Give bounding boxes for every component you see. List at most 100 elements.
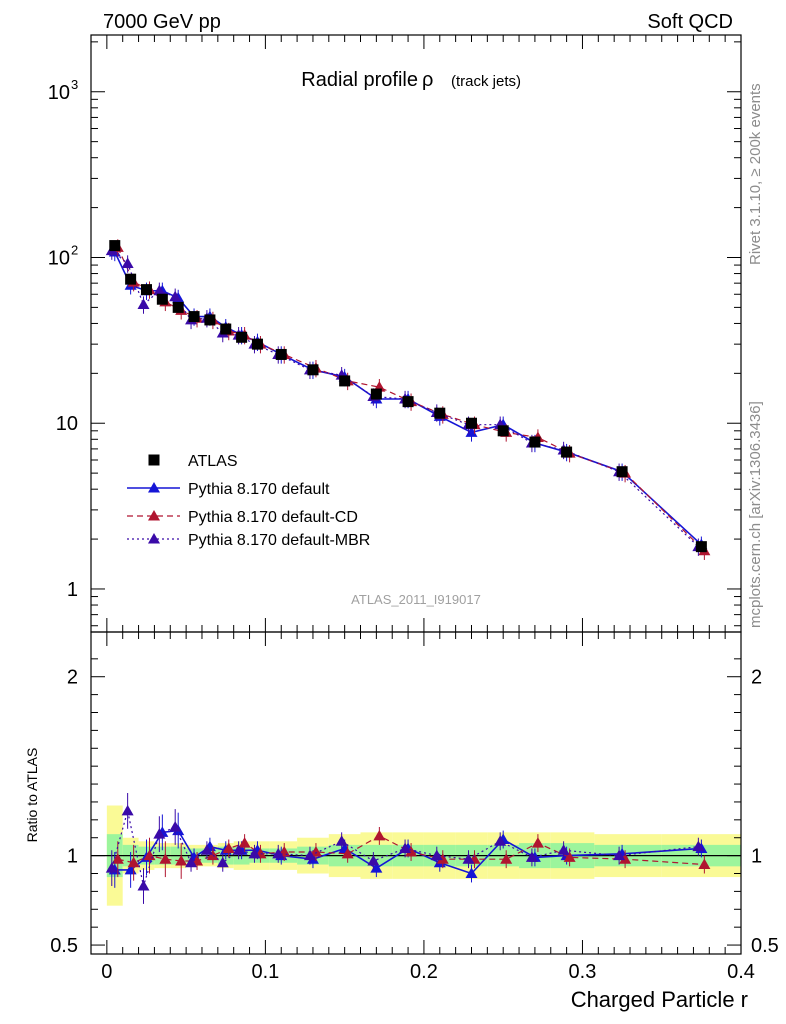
mcplots-label: mcplots.cern.ch [arXiv:1306.3436] (747, 401, 764, 628)
y-tick-label: 1 (67, 579, 78, 601)
y-tick-label: 10 (48, 82, 70, 104)
ratio-point (531, 837, 544, 848)
atlas-point (220, 323, 232, 335)
ratio-point (309, 846, 322, 857)
ratio-line (117, 835, 705, 866)
legend-label: Pythia 8.170 default-CD (188, 509, 358, 526)
series-atlas (109, 240, 707, 553)
series-point (137, 298, 150, 310)
atlas-point (156, 293, 168, 305)
x-tick-label: 0.3 (569, 961, 597, 983)
atlas-point (125, 273, 137, 285)
series-point (153, 284, 166, 296)
ratio-point (367, 854, 380, 866)
ratio-point (206, 849, 219, 861)
ratio-point (153, 828, 166, 839)
atlas-point (109, 240, 121, 252)
series-point (465, 426, 478, 437)
ratio-y-tick-label-right: 2 (751, 667, 762, 689)
atlas-point (402, 396, 414, 408)
ratio-point (465, 867, 478, 878)
ratio-frame (90, 631, 742, 955)
ratio-axis-label: Ratio to ATLAS (24, 748, 40, 843)
ratio-series-3 (105, 793, 705, 904)
atlas-point (370, 388, 382, 400)
ratio-point (121, 804, 134, 816)
ratio-point (238, 837, 251, 848)
svg-text:Rivet 3.1.10, ≥ 200k events: Rivet 3.1.10, ≥ 200k events (747, 83, 764, 265)
energy-label: 7000 GeV pp (103, 11, 221, 33)
atlas-point (529, 436, 541, 448)
atlas-point (695, 541, 707, 553)
ratio-point (169, 820, 182, 832)
ratio-point (111, 853, 124, 864)
svg-text:(track jets): (track jets) (451, 73, 521, 90)
ratio-panel: 0.5 0.5 1 1 2 2 Ratio to ATLAS (24, 631, 779, 957)
atlas-point (307, 364, 319, 376)
y-tick-label: 10 (56, 413, 78, 435)
svg-text:mcplots.cern.ch [arXiv:1306.34: mcplots.cern.ch [arXiv:1306.3436] (747, 401, 764, 628)
ratio-point (303, 849, 316, 861)
plot-title: Radial profile ρ (track jets) (301, 69, 521, 91)
ratio-point (222, 842, 235, 853)
legend-marker (148, 533, 160, 544)
y-tick-label-exp: 3 (71, 77, 78, 92)
ratio-point (200, 844, 213, 855)
atlas-point (140, 284, 152, 296)
ratio-point (494, 835, 507, 846)
legend-label: Pythia 8.170 default (188, 481, 330, 498)
ratio-y-tick-label: 0.5 (50, 935, 78, 957)
ratio-point (399, 842, 412, 853)
atlas-point (434, 407, 446, 419)
series-point (169, 290, 182, 302)
y-tick-label: 10 (48, 247, 70, 269)
ratio-point (436, 853, 449, 864)
ratio-point (698, 858, 711, 870)
ratio-point (619, 853, 632, 864)
ratio-y-tick-label: 1 (67, 846, 78, 868)
y-tick-label-exp: 2 (71, 242, 78, 257)
ratio-point (373, 829, 386, 841)
x-axis-label: Charged Particle r (571, 987, 748, 1012)
x-tick-label: 0.2 (410, 961, 438, 983)
legend: ATLAS Pythia 8.170 default Pythia 8.170 de… (127, 453, 370, 549)
legend-label: ATLAS (188, 453, 238, 470)
ratio-point (405, 846, 418, 857)
ratio-point (175, 854, 188, 866)
ratio-point (692, 840, 705, 852)
ratio-y-tick-label-right: 1 (751, 846, 762, 868)
svg-text:Ratio to ATLAS: Ratio to ATLAS (24, 748, 40, 843)
atlas-point (204, 314, 216, 326)
atlas-point (616, 466, 628, 478)
atlas-point (497, 425, 509, 437)
ratio-point (127, 856, 140, 868)
atlas-point (188, 311, 200, 323)
analysis-id: ATLAS_2011_I919017 (351, 592, 481, 607)
rivet-label: Rivet 3.1.10, ≥ 200k events (747, 83, 764, 265)
series-line (111, 250, 699, 548)
ratio-point (525, 851, 538, 862)
x-tick-label: 0 (101, 961, 112, 983)
x-tick-label: 0.1 (251, 961, 279, 983)
atlas-point (236, 331, 248, 343)
ratio-point (159, 853, 172, 864)
atlas-point (172, 301, 184, 313)
ratio-point (185, 856, 198, 868)
ratio-point (137, 880, 150, 891)
atlas-point (275, 348, 287, 360)
process-label: Soft QCD (647, 11, 733, 33)
x-tick-label: 0.4 (727, 961, 755, 983)
legend-label: Pythia 8.170 default-MBR (188, 532, 370, 549)
legend-marker (148, 510, 160, 521)
ratio-point (335, 835, 348, 846)
legend-marker (148, 482, 160, 493)
ratio-point (430, 849, 443, 861)
ratio-point (105, 862, 118, 873)
ratio-point (500, 853, 513, 864)
ratio-point (557, 844, 570, 855)
ratio-point (341, 847, 354, 859)
series-point (121, 257, 134, 268)
ratio-point (248, 847, 261, 859)
